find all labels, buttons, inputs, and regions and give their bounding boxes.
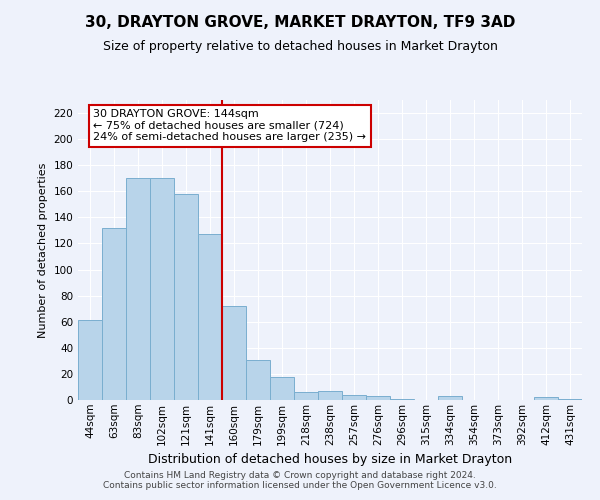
Bar — [558, 398, 582, 400]
Bar — [342, 395, 366, 400]
Bar — [102, 228, 126, 400]
X-axis label: Distribution of detached houses by size in Market Drayton: Distribution of detached houses by size … — [148, 453, 512, 466]
Bar — [390, 398, 414, 400]
Bar — [222, 306, 246, 400]
Bar — [150, 178, 174, 400]
Bar — [294, 392, 318, 400]
Bar — [318, 391, 342, 400]
Bar — [198, 234, 222, 400]
Text: 30, DRAYTON GROVE, MARKET DRAYTON, TF9 3AD: 30, DRAYTON GROVE, MARKET DRAYTON, TF9 3… — [85, 15, 515, 30]
Bar — [126, 178, 150, 400]
Bar — [534, 398, 558, 400]
Bar — [366, 396, 390, 400]
Bar — [270, 376, 294, 400]
Y-axis label: Number of detached properties: Number of detached properties — [38, 162, 48, 338]
Bar — [246, 360, 270, 400]
Text: 30 DRAYTON GROVE: 144sqm
← 75% of detached houses are smaller (724)
24% of semi-: 30 DRAYTON GROVE: 144sqm ← 75% of detach… — [93, 109, 366, 142]
Text: Size of property relative to detached houses in Market Drayton: Size of property relative to detached ho… — [103, 40, 497, 53]
Bar — [174, 194, 198, 400]
Text: Contains HM Land Registry data © Crown copyright and database right 2024.
Contai: Contains HM Land Registry data © Crown c… — [103, 470, 497, 490]
Bar — [438, 396, 462, 400]
Bar — [78, 320, 102, 400]
